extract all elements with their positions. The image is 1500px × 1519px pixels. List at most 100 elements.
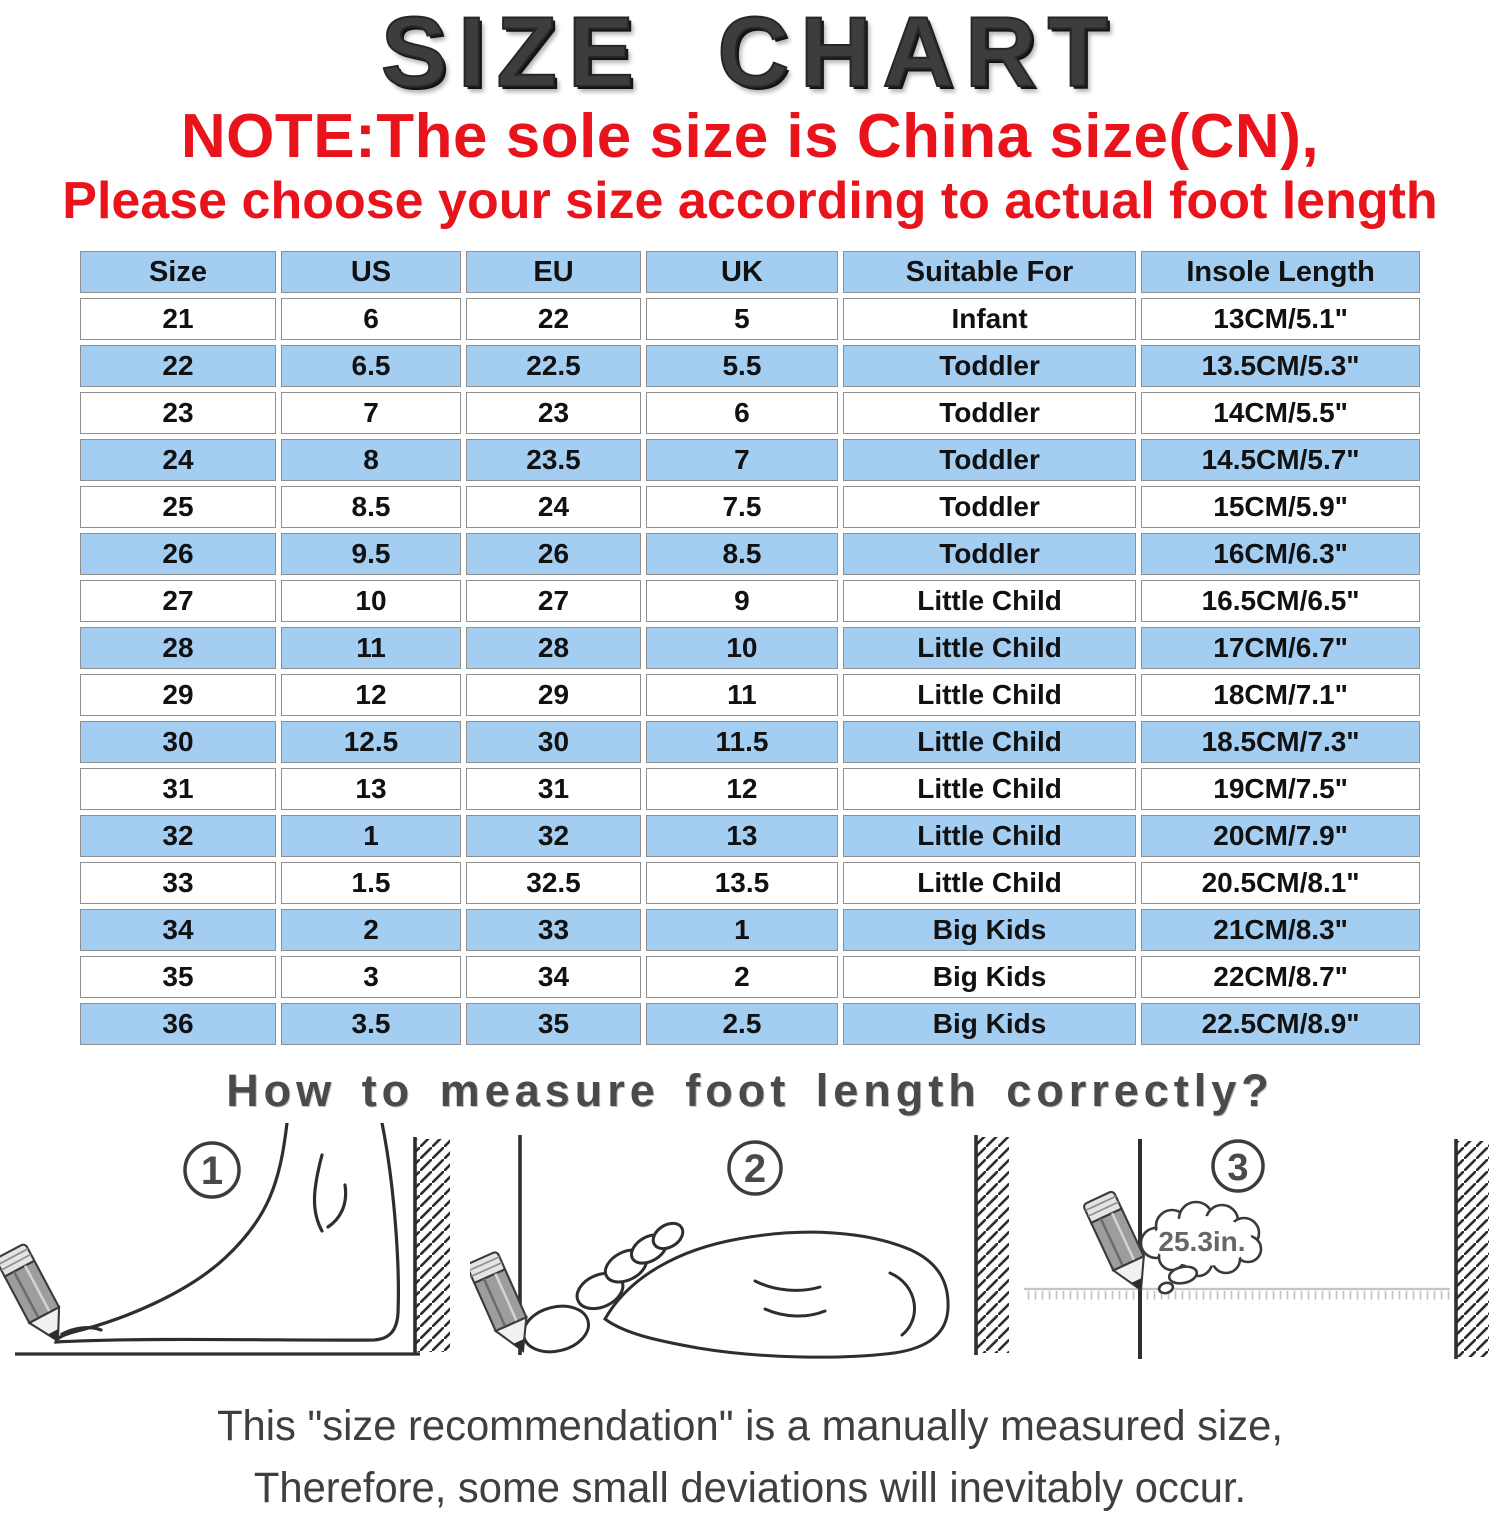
disclaimer-line-2: Therefore, some small deviations will in…	[253, 1464, 1247, 1512]
size-cell: 26	[80, 533, 276, 575]
uk-cell: 12	[645, 768, 838, 810]
wall-hatch-icon	[413, 1137, 450, 1354]
us-cell: 6	[280, 298, 462, 340]
insole-length-cell: 14.5CM/5.7"	[1141, 439, 1420, 481]
size-table-row: 27 10 27 9 Little Child 16.5CM/6.5"	[80, 580, 1420, 622]
suitable-for-cell: Toddler	[842, 392, 1137, 434]
insole-length-cell: 16.5CM/6.5"	[1141, 580, 1420, 622]
insole-length-cell: 14CM/5.5"	[1141, 392, 1420, 434]
size-cell: 29	[80, 674, 276, 716]
size-table-header-row: Size US EU UK Suitable For Insole Length	[80, 251, 1420, 293]
suitable-for-cell: Toddler	[842, 345, 1137, 387]
size-cell: 24	[80, 439, 276, 481]
column-header-suitable-for: Suitable For	[842, 251, 1137, 293]
measure-step-2-illustration: 2	[470, 1135, 1009, 1360]
insole-length-cell: 13CM/5.1"	[1141, 298, 1420, 340]
size-cell: 31	[80, 768, 276, 810]
wall-hatch-icon	[974, 1135, 1009, 1355]
uk-cell: 7.5	[645, 486, 838, 528]
eu-cell: 29	[466, 674, 641, 716]
us-cell: 9.5	[280, 533, 462, 575]
size-table-row: 34 2 33 1 Big Kids 21CM/8.3"	[80, 909, 1420, 951]
suitable-for-cell: Toddler	[842, 439, 1137, 481]
us-cell: 1	[280, 815, 462, 857]
china-size-note: NOTE:The sole size is China size(CN), Pl…	[0, 102, 1500, 231]
size-cell: 23	[80, 392, 276, 434]
eu-cell: 23	[466, 392, 641, 434]
column-header-uk: UK	[645, 251, 838, 293]
insole-length-cell: 21CM/8.3"	[1141, 909, 1420, 951]
insole-length-cell: 15CM/5.9"	[1141, 486, 1420, 528]
uk-cell: 5	[645, 298, 838, 340]
uk-cell: 13.5	[645, 862, 838, 904]
step-1-number: 1	[201, 1149, 223, 1193]
size-cell: 34	[80, 909, 276, 951]
suitable-for-cell: Little Child	[842, 862, 1137, 904]
eu-cell: 24	[466, 486, 641, 528]
uk-cell: 11	[645, 674, 838, 716]
column-header-eu: EU	[466, 251, 641, 293]
suitable-for-cell: Little Child	[842, 815, 1137, 857]
us-cell: 10	[280, 580, 462, 622]
size-cell: 28	[80, 627, 276, 669]
column-header-insole-length: Insole Length	[1141, 251, 1420, 293]
suitable-for-cell: Infant	[842, 298, 1137, 340]
eu-cell: 23.5	[466, 439, 641, 481]
suitable-for-cell: Big Kids	[842, 909, 1137, 951]
us-cell: 13	[280, 768, 462, 810]
size-table-row: 26 9.5 26 8.5 Toddler 16CM/6.3"	[80, 533, 1420, 575]
us-cell: 12.5	[280, 721, 462, 763]
eu-cell: 35	[466, 1003, 641, 1045]
size-table-row: 35 3 34 2 Big Kids 22CM/8.7"	[80, 956, 1420, 998]
us-cell: 3	[280, 956, 462, 998]
eu-cell: 22	[466, 298, 641, 340]
size-table-row: 31 13 31 12 Little Child 19CM/7.5"	[80, 768, 1420, 810]
us-cell: 11	[280, 627, 462, 669]
suitable-for-cell: Little Child	[842, 674, 1137, 716]
insole-length-cell: 22.5CM/8.9"	[1141, 1003, 1420, 1045]
insole-length-cell: 16CM/6.3"	[1141, 533, 1420, 575]
uk-cell: 2.5	[645, 1003, 838, 1045]
us-cell: 12	[280, 674, 462, 716]
size-cell: 22	[80, 345, 276, 387]
insole-length-cell: 13.5CM/5.3"	[1141, 345, 1420, 387]
insole-length-cell: 20CM/7.9"	[1141, 815, 1420, 857]
insole-length-cell: 19CM/7.5"	[1141, 768, 1420, 810]
eu-cell: 28	[466, 627, 641, 669]
size-cell: 35	[80, 956, 276, 998]
eu-cell: 27	[466, 580, 641, 622]
uk-cell: 1	[645, 909, 838, 951]
suitable-for-cell: Little Child	[842, 580, 1137, 622]
size-cell: 33	[80, 862, 276, 904]
uk-cell: 5.5	[645, 345, 838, 387]
foot-sole-icon	[522, 1221, 950, 1359]
us-cell: 3.5	[280, 1003, 462, 1045]
suitable-for-cell: Little Child	[842, 627, 1137, 669]
us-cell: 6.5	[280, 345, 462, 387]
disclaimer-line-1: This "size recommendation" is a manually…	[217, 1402, 1283, 1450]
note-line-1: NOTE:The sole size is China size(CN),	[180, 102, 1320, 171]
size-table-row: 24 8 23.5 7 Toddler 14.5CM/5.7"	[80, 439, 1420, 481]
step-3-badge: 3	[1211, 1139, 1265, 1193]
column-header-us: US	[280, 251, 462, 293]
uk-cell: 8.5	[645, 533, 838, 575]
uk-cell: 13	[645, 815, 838, 857]
foot-sole-creases	[753, 1271, 916, 1337]
insole-length-cell: 22CM/8.7"	[1141, 956, 1420, 998]
suitable-for-cell: Big Kids	[842, 956, 1137, 998]
size-cell: 30	[80, 721, 276, 763]
eu-cell: 30	[466, 721, 641, 763]
eu-cell: 26	[466, 533, 641, 575]
measure-step-1-illustration: 1	[0, 1123, 450, 1356]
insole-length-cell: 20.5CM/8.1"	[1141, 862, 1420, 904]
ruler-icon	[1024, 1287, 1450, 1301]
uk-cell: 9	[645, 580, 838, 622]
uk-cell: 10	[645, 627, 838, 669]
note-line-2: Please choose your size according to act…	[62, 172, 1438, 230]
measure-heading: How to measure foot length correctly?	[226, 1065, 1274, 1116]
us-cell: 8	[280, 439, 462, 481]
suitable-for-cell: Toddler	[842, 533, 1137, 575]
size-table-row: 25 8.5 24 7.5 Toddler 15CM/5.9"	[80, 486, 1420, 528]
size-table: Size US EU UK Suitable For Insole Length 21 6 2…	[75, 246, 1425, 1050]
